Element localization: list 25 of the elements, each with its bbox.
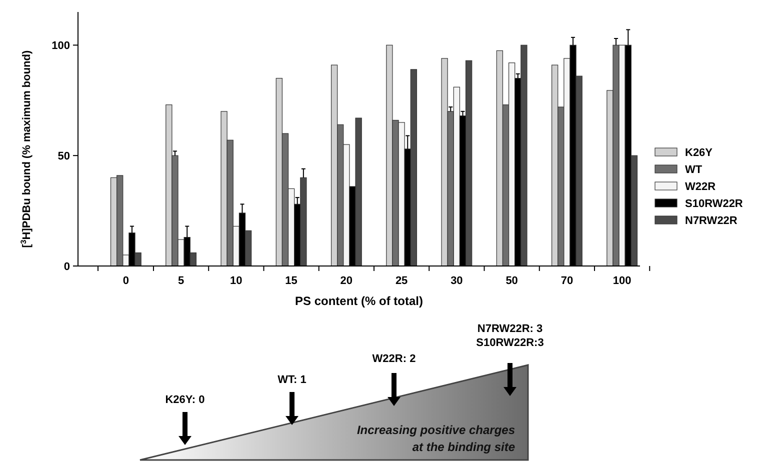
- text: N7RW22R: 3: [477, 323, 543, 335]
- text: K26Y: 0: [165, 394, 205, 406]
- x-tick-label: 100: [612, 275, 632, 287]
- legend-label: N7RW22R: [685, 214, 738, 227]
- legend-label: S10RW22R: [685, 198, 743, 210]
- legend-label: W22R: [685, 180, 716, 193]
- x-axis-title: PS content (% of total): [295, 294, 423, 308]
- legend-label: K26Y: [685, 146, 714, 159]
- text: Increasing positive charges at the binding site: [356, 423, 516, 454]
- x-tick-label: 25: [395, 275, 408, 287]
- x-tick-label: 30: [450, 275, 463, 287]
- x-tick-label: 15: [285, 275, 298, 287]
- text: W22R: 2: [372, 353, 416, 365]
- y-tick-label: 0: [64, 260, 70, 273]
- legend-label: WT: [685, 164, 702, 176]
- x-tick-label: 50: [506, 275, 518, 287]
- x-tick-label: 20: [340, 275, 353, 287]
- text: WT: 1: [278, 374, 306, 386]
- y-tick-label: 100: [52, 40, 70, 52]
- x-tick-label: 10: [230, 275, 242, 287]
- x-tick-label: 70: [560, 275, 574, 287]
- x-tick-label: 0: [122, 275, 129, 287]
- y-tick-label: 50: [58, 150, 70, 162]
- x-tick-label: 5: [178, 275, 184, 287]
- text: S10RW22R:3: [476, 337, 544, 349]
